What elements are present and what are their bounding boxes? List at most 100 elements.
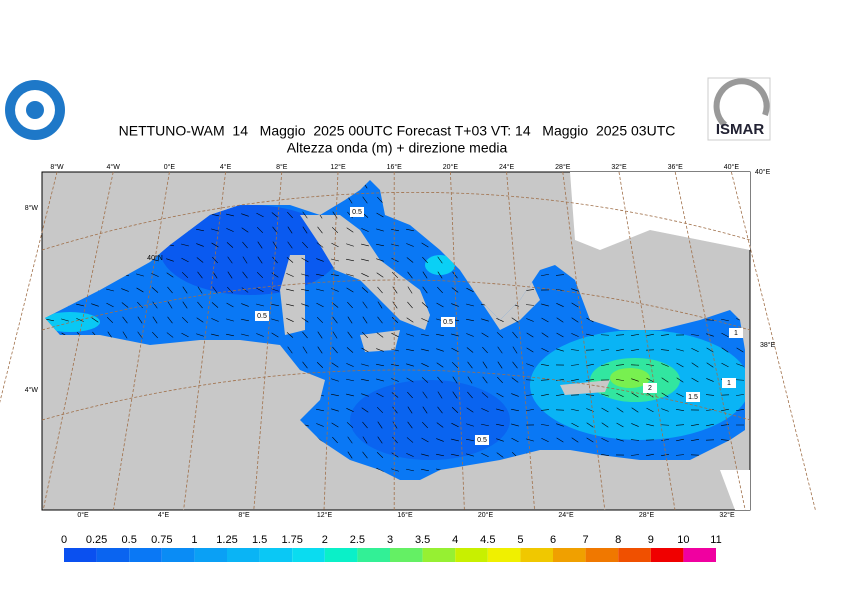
direction-arrow [421, 333, 429, 337]
direction-arrow [585, 394, 595, 396]
direction-arrow [286, 288, 294, 292]
direction-arrow [76, 303, 84, 307]
direction-arrow [256, 226, 264, 234]
direction-arrow [421, 302, 429, 308]
lon-label: 24°E [558, 511, 574, 519]
direction-arrow [556, 317, 564, 323]
direction-arrow [376, 228, 384, 232]
direction-arrow [422, 271, 428, 279]
direction-arrow [361, 407, 369, 413]
lon-label: 8°E [276, 163, 288, 171]
direction-arrow [721, 318, 729, 322]
direction-arrow [376, 243, 384, 247]
contour-label-bg [643, 383, 657, 393]
direction-arrow [406, 228, 414, 232]
direction-arrow [196, 317, 204, 323]
lon-label: 36°E [668, 163, 684, 171]
meridian [183, 171, 226, 511]
direction-arrow [361, 243, 369, 247]
direction-arrow [436, 438, 444, 442]
direction-arrow [182, 286, 188, 294]
direction-arrow [526, 318, 534, 322]
direction-arrow [555, 274, 565, 276]
direction-arrow [571, 408, 579, 412]
direction-arrow [406, 257, 414, 263]
direction-arrow [676, 392, 684, 398]
direction-arrow [226, 228, 234, 232]
direction-arrow [526, 394, 534, 396]
direction-arrow [241, 303, 249, 307]
direction-arrow [452, 376, 458, 384]
direction-arrow [392, 436, 398, 444]
direction-arrow [496, 318, 504, 322]
direction-arrow [706, 378, 714, 382]
direction-arrow [392, 286, 398, 294]
direction-arrow [406, 348, 414, 352]
direction-arrow [660, 334, 670, 336]
direction-arrow [166, 258, 174, 262]
direction-arrow [421, 318, 429, 322]
direction-arrow [736, 363, 744, 367]
direction-arrow [361, 273, 369, 277]
direction-arrow [211, 333, 219, 337]
direction-arrow [106, 302, 114, 308]
direction-arrow [316, 242, 324, 248]
direction-arrow [212, 286, 218, 294]
direction-arrow [631, 349, 639, 351]
direction-arrow [497, 376, 503, 384]
direction-arrow [466, 347, 474, 353]
direction-arrow [61, 318, 69, 322]
colorbar-label: 4 [452, 534, 458, 546]
direction-arrow [286, 257, 294, 263]
direction-arrow [675, 424, 685, 426]
direction-arrow [346, 243, 354, 247]
direction-arrow [421, 437, 429, 443]
direction-arrow [91, 317, 99, 323]
direction-arrow [331, 408, 339, 412]
direction-arrow [196, 228, 204, 232]
direction-arrow [376, 392, 384, 398]
meridian [323, 171, 339, 511]
direction-arrow [451, 422, 459, 428]
direction-arrow [391, 257, 399, 263]
direction-arrow [257, 256, 263, 264]
direction-arrow [407, 421, 413, 429]
direction-arrow [616, 422, 624, 428]
direction-arrow [391, 392, 399, 398]
meridian [450, 171, 465, 511]
direction-arrow [586, 333, 594, 337]
direction-arrow [257, 241, 263, 249]
lon-label: 12°E [317, 511, 333, 519]
direction-arrow [316, 316, 324, 324]
direction-arrow [436, 302, 444, 308]
lat-label: 38°E [760, 341, 776, 349]
direction-arrow [406, 243, 414, 247]
direction-arrow [406, 437, 414, 443]
direction-arrow [691, 439, 699, 441]
direction-arrow [106, 288, 114, 292]
direction-arrow [391, 363, 399, 367]
direction-arrow [436, 333, 444, 337]
direction-arrow [407, 301, 413, 309]
direction-arrow [466, 453, 474, 457]
direction-arrow [362, 421, 368, 429]
colorbar-box [520, 548, 553, 562]
lon-label: 4°W [107, 163, 121, 171]
direction-arrow [616, 348, 624, 352]
direction-arrow [181, 316, 189, 324]
direction-arrow [571, 422, 579, 428]
direction-arrow [226, 302, 234, 308]
direction-arrow [571, 302, 579, 308]
contour-label-bg [729, 328, 743, 338]
direction-arrow [571, 437, 579, 443]
direction-arrow [392, 406, 398, 414]
direction-arrow [541, 332, 549, 338]
direction-arrow [706, 423, 714, 427]
direction-arrow [167, 301, 173, 309]
contour-label-bg [722, 378, 736, 388]
direction-arrow [331, 273, 339, 277]
direction-arrow [286, 332, 294, 338]
direction-arrow [361, 393, 369, 397]
direction-arrow [346, 258, 354, 262]
